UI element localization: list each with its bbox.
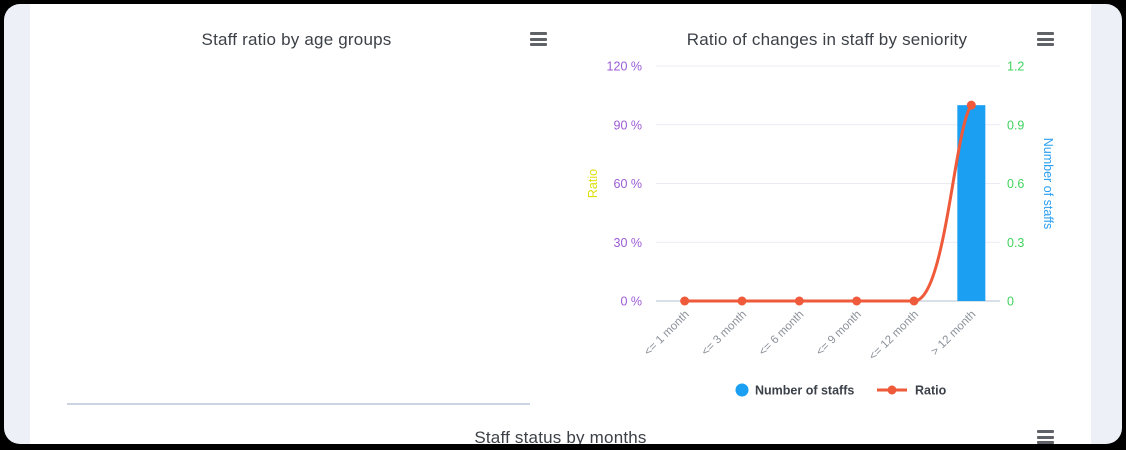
status-months-menu-button[interactable] bbox=[1037, 430, 1054, 444]
hamburger-menu-icon bbox=[1037, 435, 1054, 439]
hamburger-menu-icon bbox=[1037, 430, 1054, 433]
line-ratio-point[interactable] bbox=[680, 296, 690, 306]
hamburger-menu-icon bbox=[1037, 37, 1054, 41]
right-axis-tick-label: 0.6 bbox=[1007, 177, 1024, 191]
x-axis-category-label: <= 9 month bbox=[814, 309, 864, 359]
line-ratio-point[interactable] bbox=[966, 100, 976, 110]
line-ratio-point[interactable] bbox=[909, 296, 919, 306]
legend-label[interactable]: Ratio bbox=[915, 384, 947, 398]
chart-panel-seniority: Ratio of changes in staff by seniority 1… bbox=[563, 4, 1091, 414]
right-axis-tick-label: 0 bbox=[1007, 295, 1014, 309]
hamburger-menu-icon bbox=[530, 37, 547, 41]
hamburger-menu-icon bbox=[1037, 32, 1054, 35]
x-axis-category-label: <= 3 month bbox=[699, 309, 749, 359]
right-axis-tick-label: 0.9 bbox=[1007, 118, 1024, 132]
empty-chart-axis-line bbox=[67, 403, 530, 405]
x-axis-category-label: <= 1 month bbox=[642, 309, 692, 359]
legend-marker-line-dot[interactable] bbox=[887, 385, 897, 395]
legend-marker-circle[interactable] bbox=[735, 383, 749, 397]
left-axis-name: Ratio bbox=[586, 169, 600, 198]
seniority-menu-button[interactable] bbox=[1037, 32, 1054, 46]
left-axis-tick-label: 120 % bbox=[607, 60, 642, 74]
chart-panel-age-groups: Staff ratio by age groups bbox=[30, 4, 563, 414]
hamburger-menu-icon bbox=[1037, 43, 1054, 46]
left-axis-tick-label: 30 % bbox=[614, 236, 643, 250]
seniority-chart-canvas[interactable]: 120 % 1.2 90 % 0.9 60 % 0.6 30 % 0.3 0 % 0 Ratio Nu… bbox=[563, 4, 1091, 414]
age-groups-chart-title: Staff ratio by age groups bbox=[201, 30, 392, 49]
left-axis-tick-label: 60 % bbox=[614, 177, 643, 191]
x-axis-category-label: <= 12 month bbox=[867, 309, 921, 363]
hamburger-menu-icon bbox=[530, 43, 547, 46]
left-axis-tick-label: 90 % bbox=[614, 118, 643, 132]
chart-panel-status-months: Staff status by months bbox=[30, 414, 1091, 444]
line-ratio-point[interactable] bbox=[794, 296, 804, 306]
right-axis-name: Number of staffs bbox=[1041, 138, 1055, 229]
status-months-chart-title: Staff status by months bbox=[474, 428, 647, 444]
dashboard-content: Staff ratio by age groups Ratio of chang… bbox=[30, 4, 1091, 444]
hamburger-menu-icon bbox=[1037, 441, 1054, 444]
left-axis-tick-label: 0 % bbox=[620, 295, 642, 309]
age-groups-menu-button[interactable] bbox=[530, 32, 547, 46]
right-axis-tick-label: 1.2 bbox=[1007, 60, 1024, 74]
seniority-chart-title: Ratio of changes in staff by seniority bbox=[686, 30, 968, 49]
line-ratio-point[interactable] bbox=[852, 296, 862, 306]
hamburger-menu-icon bbox=[530, 32, 547, 35]
line-ratio[interactable] bbox=[684, 104, 973, 303]
dashboard-window: Staff ratio by age groups Ratio of chang… bbox=[4, 4, 1122, 444]
x-axis-category-label: <= 6 month bbox=[757, 309, 807, 359]
legend-label[interactable]: Number of staffs bbox=[755, 384, 854, 398]
right-axis-tick-label: 0.3 bbox=[1007, 236, 1024, 250]
line-ratio-point[interactable] bbox=[737, 296, 747, 306]
x-axis-category-label: > 12 month bbox=[929, 309, 978, 358]
